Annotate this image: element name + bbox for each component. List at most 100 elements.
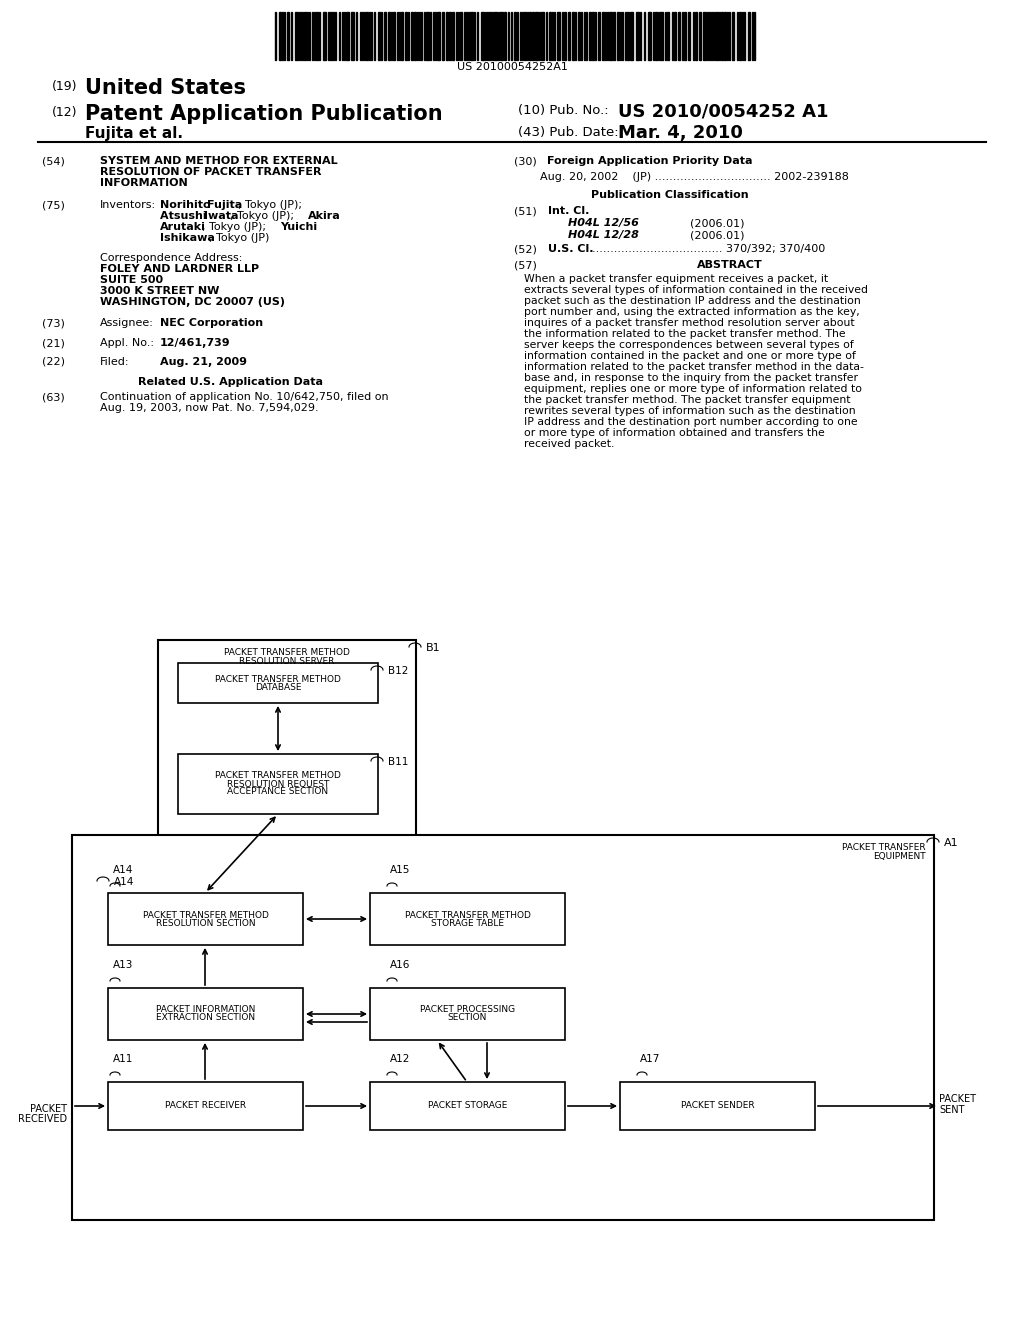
Text: the packet transfer method. The packet transfer equipment: the packet transfer method. The packet t…: [524, 395, 851, 405]
Bar: [529, 12, 531, 59]
Text: (54): (54): [42, 156, 65, 166]
Bar: [108, 1082, 303, 1130]
Text: port number and, using the extracted information as the key,: port number and, using the extracted inf…: [524, 308, 860, 317]
Bar: [494, 12, 497, 59]
Text: B11: B11: [388, 756, 409, 767]
Text: Ishikawa: Ishikawa: [160, 234, 215, 243]
Text: 3000 K STREET NW: 3000 K STREET NW: [100, 286, 219, 296]
Bar: [660, 12, 663, 59]
Bar: [678, 12, 680, 59]
Text: Aug. 19, 2003, now Pat. No. 7,594,029.: Aug. 19, 2003, now Pat. No. 7,594,029.: [100, 403, 318, 413]
Bar: [108, 894, 303, 945]
Text: .................................... 370/392; 370/400: .................................... 370…: [592, 244, 825, 253]
Bar: [481, 12, 484, 59]
Text: A14: A14: [113, 865, 133, 875]
Text: EQUIPMENT: EQUIPMENT: [873, 851, 926, 861]
Text: Publication Classification: Publication Classification: [591, 190, 749, 201]
Text: Atsushi: Atsushi: [160, 211, 211, 220]
Text: Patent Application Publication: Patent Application Publication: [85, 104, 442, 124]
Bar: [620, 1082, 815, 1130]
Bar: [366, 12, 368, 59]
Text: Continuation of application No. 10/642,750, filed on: Continuation of application No. 10/642,7…: [100, 392, 389, 403]
Text: H04L 12/56: H04L 12/56: [568, 218, 639, 228]
Text: PACKET SENDER: PACKET SENDER: [681, 1101, 755, 1110]
Text: Norihito: Norihito: [160, 201, 214, 210]
Text: EXTRACTION SECTION: EXTRACTION SECTION: [156, 1014, 255, 1023]
Bar: [388, 12, 390, 59]
Text: Iwata: Iwata: [204, 211, 239, 220]
Bar: [442, 12, 444, 59]
Bar: [370, 894, 565, 945]
Bar: [627, 12, 629, 59]
Bar: [724, 12, 726, 59]
Text: or more type of information obtained and transfers the: or more type of information obtained and…: [524, 428, 824, 438]
Text: PACKET: PACKET: [30, 1104, 67, 1114]
Text: base and, in response to the inquiry from the packet transfer: base and, in response to the inquiry fro…: [524, 374, 858, 383]
Bar: [564, 12, 566, 59]
Bar: [739, 12, 741, 59]
Text: (19): (19): [52, 81, 78, 92]
Bar: [732, 12, 734, 59]
Bar: [411, 12, 413, 59]
Bar: [695, 12, 697, 59]
Bar: [557, 12, 560, 59]
Text: Akira: Akira: [308, 211, 341, 220]
Bar: [748, 12, 750, 59]
Text: RESOLUTION SERVER: RESOLUTION SERVER: [240, 657, 335, 667]
Text: the information related to the packet transfer method. The: the information related to the packet tr…: [524, 329, 846, 339]
Text: (21): (21): [42, 338, 65, 348]
Text: (2006.01): (2006.01): [690, 230, 744, 240]
Bar: [684, 12, 686, 59]
Bar: [460, 12, 462, 59]
Bar: [688, 12, 690, 59]
Text: extracts several types of information contained in the received: extracts several types of information co…: [524, 285, 868, 294]
Bar: [330, 12, 332, 59]
Text: (52): (52): [514, 244, 537, 253]
Bar: [541, 12, 544, 59]
Bar: [378, 12, 380, 59]
Bar: [295, 12, 297, 59]
Bar: [636, 12, 639, 59]
Bar: [178, 663, 378, 704]
Text: H04L 12/28: H04L 12/28: [568, 230, 639, 240]
Text: (57): (57): [514, 260, 537, 271]
Bar: [370, 987, 565, 1040]
Text: rewrites several types of information such as the destination: rewrites several types of information su…: [524, 407, 856, 416]
Text: (30): (30): [514, 156, 537, 166]
Text: (22): (22): [42, 356, 65, 367]
Text: Aug. 20, 2002    (JP) ................................ 2002-239188: Aug. 20, 2002 (JP) .....................…: [540, 172, 849, 182]
Bar: [535, 12, 538, 59]
Text: IP address and the destination port number according to one: IP address and the destination port numb…: [524, 417, 858, 426]
Bar: [304, 12, 306, 59]
Text: DATABASE: DATABASE: [255, 682, 301, 692]
Text: U.S. Cl.: U.S. Cl.: [548, 244, 594, 253]
Bar: [384, 12, 386, 59]
Bar: [524, 12, 526, 59]
Text: (2006.01): (2006.01): [690, 218, 744, 228]
Text: Assignee:: Assignee:: [100, 318, 154, 327]
Bar: [699, 12, 701, 59]
Bar: [323, 12, 326, 59]
Text: PACKET STORAGE: PACKET STORAGE: [428, 1101, 507, 1110]
Bar: [426, 12, 429, 59]
Text: NEC Corporation: NEC Corporation: [160, 318, 263, 327]
Text: , Tokyo (JP);: , Tokyo (JP);: [202, 222, 269, 232]
Text: RESOLUTION REQUEST: RESOLUTION REQUEST: [226, 780, 329, 788]
Text: Correspondence Address:: Correspondence Address:: [100, 253, 243, 263]
Text: A15: A15: [390, 865, 411, 875]
Text: Aug. 21, 2009: Aug. 21, 2009: [160, 356, 247, 367]
Bar: [667, 12, 669, 59]
Text: Appl. No.:: Appl. No.:: [100, 338, 154, 348]
Text: (43) Pub. Date:: (43) Pub. Date:: [518, 125, 618, 139]
Bar: [716, 12, 718, 59]
Text: server keeps the correspondences between several types of: server keeps the correspondences between…: [524, 341, 854, 350]
Text: STORAGE TABLE: STORAGE TABLE: [431, 919, 504, 928]
Text: WASHINGTON, DC 20007 (US): WASHINGTON, DC 20007 (US): [100, 297, 285, 308]
Bar: [655, 12, 657, 59]
Bar: [279, 12, 281, 59]
Text: PACKET TRANSFER METHOD: PACKET TRANSFER METHOD: [215, 771, 341, 780]
Bar: [406, 12, 407, 59]
Text: , Tokyo (JP);: , Tokyo (JP);: [230, 211, 298, 220]
Bar: [316, 12, 318, 59]
Bar: [178, 754, 378, 814]
